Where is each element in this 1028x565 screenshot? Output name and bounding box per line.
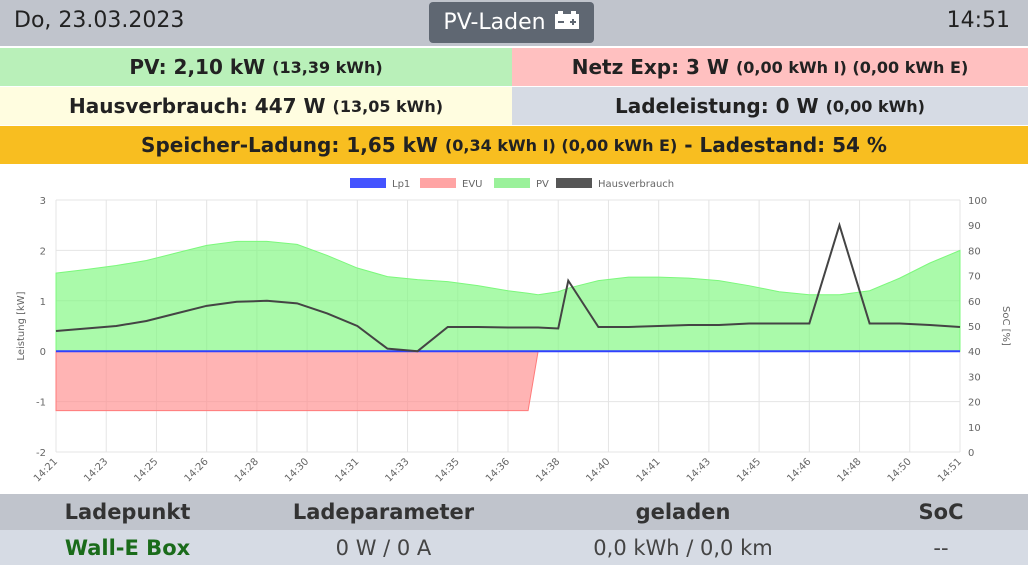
y-tick-label: 1: [40, 297, 46, 308]
house-summary: Hausverbrauch: 447 W (13,05 kWh): [0, 87, 512, 125]
grid-detail: (0,00 kWh I) (0,00 kWh E): [735, 57, 969, 77]
x-tick-label: 14:45: [735, 456, 763, 484]
x-tick-label: 14:40: [584, 456, 612, 484]
x-tick-label: 14:33: [384, 456, 412, 484]
charged-energy: 0,0 kWh / 0,0 km: [593, 535, 773, 560]
legend-label: EVU: [462, 179, 482, 190]
y-tick-label: 2: [40, 246, 46, 257]
y2-tick-label: 70: [968, 272, 981, 283]
power-chart: 3 2 1 0 -1 -2 100 90 80 70 60 50 40 30 20 10 0 14:21 14:23…: [0, 169, 1028, 493]
x-tick-label: 14:21: [32, 456, 60, 484]
x-tick-label: 14:31: [333, 456, 361, 484]
legend-swatch: [420, 178, 456, 188]
time-label: 14:51: [946, 8, 1010, 33]
x-tick-label: 14:43: [685, 456, 713, 484]
legend-label: Lp1: [392, 179, 410, 190]
pv-detail: (13,39 kWh): [272, 57, 383, 77]
x-tick-label: 14:35: [434, 456, 462, 484]
x-tick-label: 14:25: [132, 456, 160, 484]
x-tick-label: 14:41: [635, 456, 663, 484]
y-tick-label: -2: [36, 448, 46, 459]
house-label: Hausverbrauch: 447 W: [68, 94, 326, 118]
charge-params: 0 W / 0 A: [335, 535, 432, 560]
y2-tick-label: 10: [968, 423, 981, 434]
y2-axis-label: SoC [%]: [1000, 306, 1011, 346]
pv-summary: PV: 2,10 kW (13,39 kWh): [0, 48, 512, 86]
y2-tick-label: 50: [968, 322, 981, 333]
x-tick-label: 14:26: [183, 456, 211, 484]
x-tick-label: 14:36: [484, 456, 512, 484]
x-tick-label: 14:46: [785, 456, 813, 484]
x-tick-label: 14:51: [936, 456, 964, 484]
y2-tick-label: 0: [968, 448, 974, 459]
legend-swatch: [556, 178, 592, 188]
charge-label: Ladeleistung: 0 W: [615, 94, 819, 118]
y2-tick-label: 20: [968, 398, 981, 409]
x-tick-label: 14:48: [836, 456, 864, 484]
storage-soc: - Ladestand: 54 %: [684, 133, 887, 157]
y2-tick-label: 100: [968, 196, 987, 207]
storage-summary: Speicher-Ladung: 1,65 kW (0,34 kWh I) (0…: [0, 126, 1028, 164]
y2-tick-label: 40: [968, 347, 981, 358]
legend-swatch: [350, 178, 386, 188]
hausverbrauch-line: [55, 221, 961, 353]
y-axis-label: Leistung [kW]: [16, 291, 27, 360]
col-soc: SoC: [918, 500, 964, 524]
y-tick-label: 0: [40, 347, 46, 358]
storage-label: Speicher-Ladung: 1,65 kW: [141, 133, 438, 157]
charge-mode-label: PV-Laden: [443, 10, 546, 35]
charge-detail: (0,00 kWh): [825, 96, 925, 116]
legend-label: Hausverbrauch: [598, 179, 674, 190]
y2-tick-label: 60: [968, 297, 981, 308]
y2-tick-label: 30: [968, 372, 981, 383]
y-tick-label: 3: [40, 196, 46, 207]
x-tick-label: 14:23: [82, 456, 110, 484]
chargepoint-table-header: Ladepunkt Ladeparameter geladen SoC: [0, 494, 1028, 530]
table-row[interactable]: Wall-E Box 0 W / 0 A 0,0 kWh / 0,0 km --: [0, 530, 1028, 565]
top-header: Do, 23.03.2023 PV-Laden 14:51: [0, 0, 1028, 46]
x-tick-label: 14:30: [283, 456, 311, 484]
y2-tick-label: 90: [968, 221, 981, 232]
col-ladepunkt: Ladepunkt: [64, 500, 191, 524]
grid-label: Netz Exp: 3 W: [571, 55, 729, 79]
legend-label: PV: [536, 179, 549, 190]
chargepoint-name[interactable]: Wall-E Box: [64, 535, 191, 560]
grid-summary: Netz Exp: 3 W (0,00 kWh I) (0,00 kWh E): [512, 48, 1028, 86]
y-tick-label: -1: [36, 398, 46, 409]
col-ladeparameter: Ladeparameter: [292, 500, 475, 524]
legend-swatch: [494, 178, 530, 188]
x-tick-label: 14:28: [233, 456, 261, 484]
charge-mode-button[interactable]: PV-Laden: [429, 2, 594, 43]
storage-detail: (0,34 kWh I) (0,00 kWh E): [444, 135, 678, 155]
col-geladen: geladen: [635, 500, 731, 524]
x-tick-label: 14:50: [886, 456, 914, 484]
pv-label: PV: 2,10 kW: [129, 55, 266, 79]
vehicle-soc: --: [933, 535, 949, 560]
y2-tick-label: 80: [968, 246, 981, 257]
battery-icon: [554, 10, 580, 36]
x-tick-label: 14:38: [534, 456, 562, 484]
date-label: Do, 23.03.2023: [14, 8, 185, 33]
charge-summary: Ladeleistung: 0 W (0,00 kWh): [512, 87, 1028, 125]
house-detail: (13,05 kWh): [332, 96, 444, 116]
